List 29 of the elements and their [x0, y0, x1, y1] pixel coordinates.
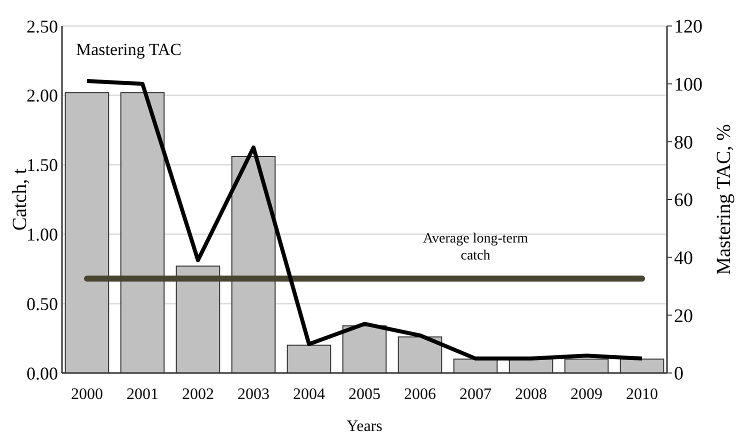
y-tick-label: 0.50 [26, 294, 58, 314]
y2-tick-label: 0 [674, 364, 684, 385]
y-tick-label: 0.00 [26, 363, 58, 384]
x-tick-label: 2005 [348, 386, 380, 403]
y2-tick-label: 120 [674, 16, 702, 38]
y-tick-label: 2.00 [26, 86, 58, 106]
y-tick-label: 1.00 [26, 224, 58, 244]
y2-tick-label: 60 [674, 190, 693, 212]
x-tick-label: 2009 [570, 386, 603, 403]
series-label: Mastering TAC [76, 40, 182, 59]
x-tick-label: 2002 [182, 386, 214, 403]
ref-line-label: Average long-term catch [422, 232, 528, 264]
x-axis-title: Years [346, 418, 382, 435]
y2-tick-label: 20 [674, 306, 693, 327]
line-series [84, 78, 644, 361]
x-tick-label: 2003 [237, 386, 270, 403]
x-tick-label: 2004 [292, 386, 325, 403]
x-tick-label: 2000 [70, 386, 103, 403]
y2-tick-label: 80 [674, 132, 693, 154]
x-tick-label: 2006 [404, 386, 436, 403]
x-tick-label: 2007 [460, 386, 492, 403]
y2-axis-title: Mastering TAC, % [713, 124, 735, 275]
y-tick-label: 2.50 [26, 16, 58, 36]
y2-tick-label: 100 [674, 74, 702, 96]
x-tick-label: 2001 [126, 386, 158, 403]
y2-tick-label: 40 [674, 248, 693, 269]
x-tick-label: 2008 [515, 386, 548, 403]
y-tick-label: 1.50 [26, 155, 58, 176]
x-tick-label: 2010 [626, 386, 658, 403]
